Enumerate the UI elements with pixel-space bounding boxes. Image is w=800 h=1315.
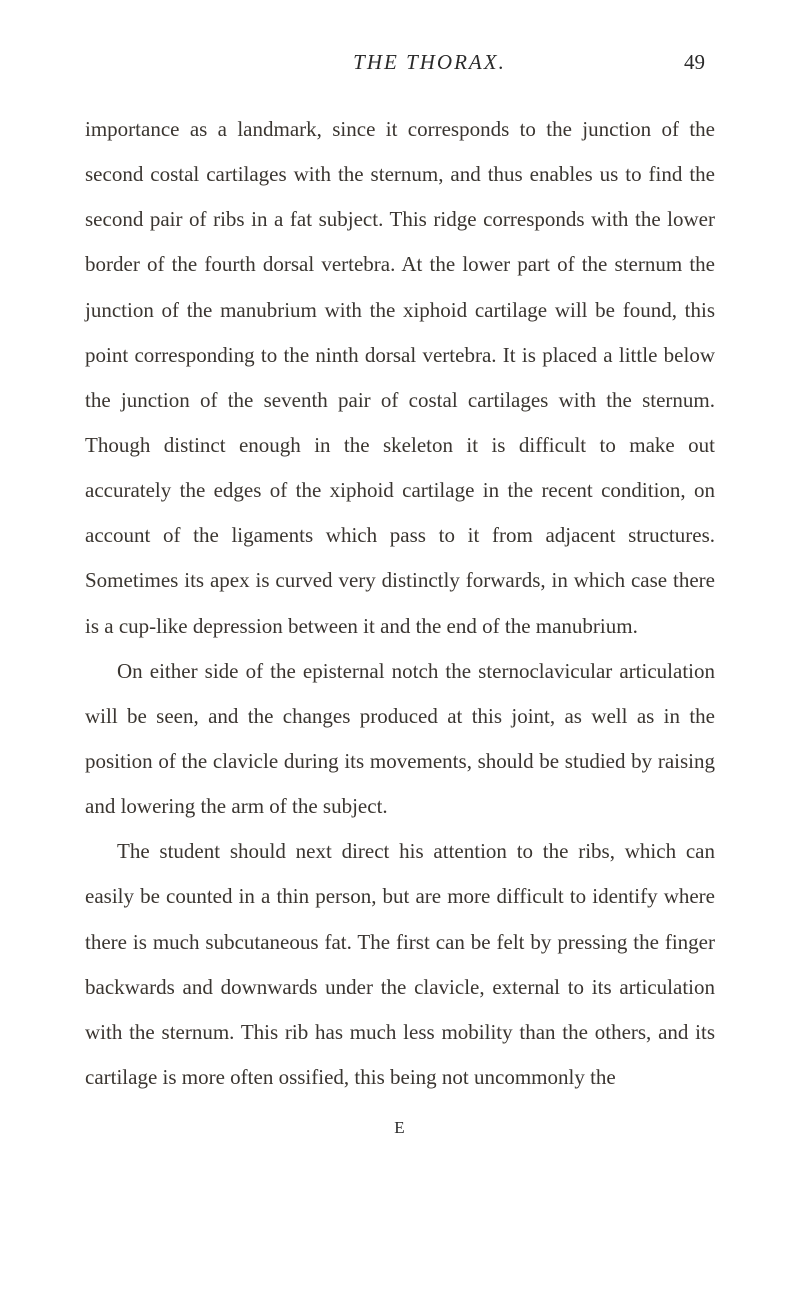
paragraph-2: On either side of the episternal notch t… xyxy=(85,649,715,830)
signature-mark: E xyxy=(85,1118,715,1138)
page-number: 49 xyxy=(684,50,705,75)
header-title: THE THORAX. xyxy=(175,50,684,75)
page-header: THE THORAX. 49 xyxy=(85,50,715,75)
paragraph-1: importance as a landmark, since it corre… xyxy=(85,107,715,649)
paragraph-3: The student should next direct his atten… xyxy=(85,829,715,1100)
body-text: importance as a landmark, since it corre… xyxy=(85,107,715,1100)
